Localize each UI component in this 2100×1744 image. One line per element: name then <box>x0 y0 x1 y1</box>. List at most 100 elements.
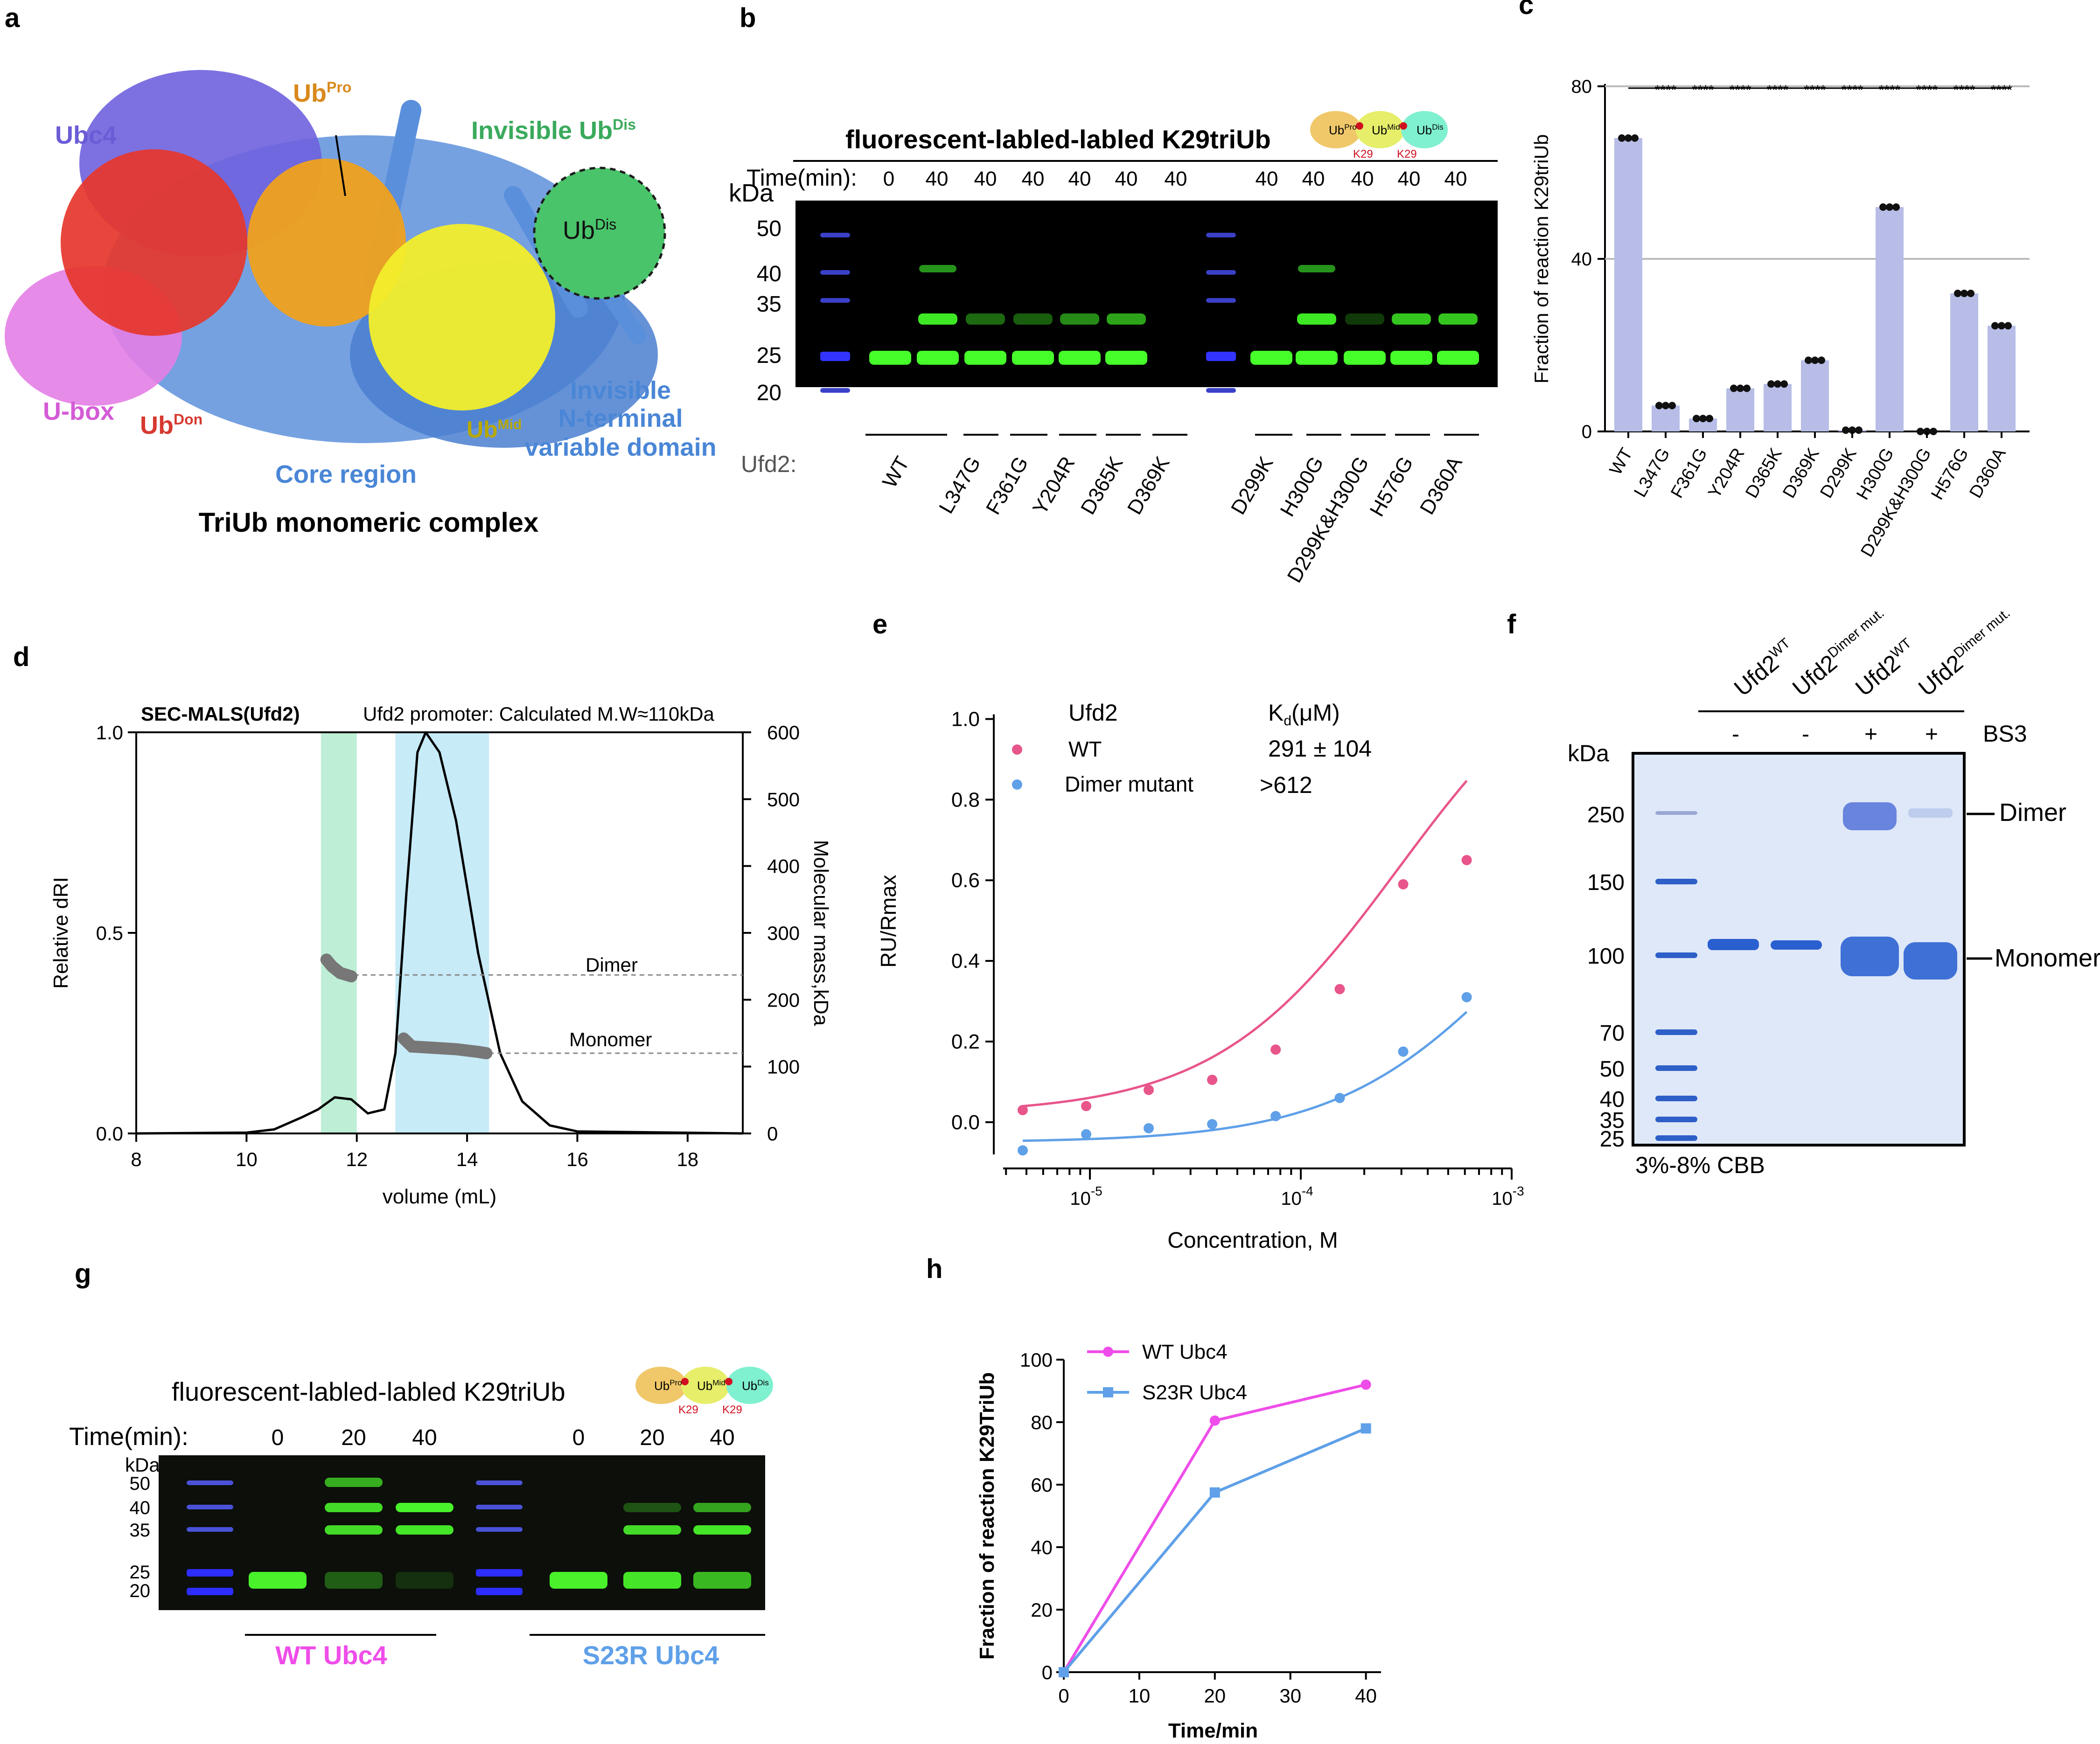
chart-e-legend-marker-0 <box>1012 744 1022 755</box>
icon-g-ubmid-sup: Mid <box>712 1378 725 1387</box>
gel-b-band-product <box>1297 313 1336 325</box>
chart-e-point-0 <box>1207 1075 1218 1085</box>
label-ubdon: UbDon <box>140 411 202 439</box>
chart-c-point <box>1774 380 1781 388</box>
chart-c-significance-5: **** <box>1804 83 1826 98</box>
gel-b-title: fluorescent-labled-labled K29triUb <box>845 125 1271 154</box>
chart-c-point <box>1954 290 1961 297</box>
gel-g-marker-25: 25 <box>130 1562 151 1583</box>
chart-h-x-tick-label: 30 <box>1279 1685 1301 1707</box>
gel-f-header-2: Ufd2WT <box>1850 635 1921 702</box>
gel-b-band-product <box>1345 313 1384 325</box>
chart-c-significance-6: **** <box>1842 83 1863 98</box>
chart-h-y-tick-label: 20 <box>1031 1599 1053 1621</box>
gel-g-ladder-band <box>187 1480 233 1485</box>
chart-e-x-tick-label-0: 10-5 <box>1070 1184 1102 1209</box>
panel-label-a: a <box>5 3 20 33</box>
gel-f-marker-150: 150 <box>1587 870 1625 895</box>
label-invisible-ubdis-sup: Dis <box>613 116 636 133</box>
chart-c-point <box>1706 415 1713 423</box>
gel-b-band-upper <box>919 265 956 272</box>
chart-e-x-tick-exp: -4 <box>1302 1184 1313 1198</box>
gel-b-ladder-band <box>820 352 850 361</box>
gel-g-band <box>623 1503 681 1512</box>
chart-d-dri-curve <box>136 731 743 1135</box>
chart-d-dimer-label: Dimer <box>586 954 638 976</box>
chart-h-x-tick-label: 40 <box>1355 1685 1377 1707</box>
chart-c-point <box>1855 426 1863 434</box>
panel-label-b: b <box>740 3 756 33</box>
chart-c-point <box>2004 322 2012 330</box>
gel-b-time-9: 40 <box>1351 167 1374 190</box>
gel-b-time-6: 40 <box>1165 167 1187 190</box>
chart-c-x-label-5: D369K <box>1779 445 1823 502</box>
gel-b-band-monomer <box>917 351 959 365</box>
icon-b-ubdis-sup: Dis <box>1432 123 1444 132</box>
gel-b-band-monomer <box>964 351 1006 365</box>
chart-c-point <box>1998 322 2005 330</box>
gel-b-ladder-band <box>820 298 850 303</box>
gel-g-time-5: 40 <box>710 1425 734 1450</box>
label-invisible-line3: variable domain <box>524 433 716 461</box>
chart-e-y-tick-label: 1.0 <box>951 708 980 730</box>
gel-f-dimer-label: Dimer <box>1999 799 2066 827</box>
sec-mals-chart-d: 8 10 12 14 16 18 0.0 0.5 1.0 0 100 200 300 400 500 600 v… <box>49 722 832 1208</box>
gel-f-ladder-band <box>1655 1117 1697 1122</box>
gel-g-time-values: 0 20 40 0 20 40 <box>272 1425 735 1450</box>
chart-d-y2-tick-label: 500 <box>767 788 800 810</box>
chart-d-subtitle: Ufd2 promoter: Calculated M.W≈110kDa <box>363 703 715 725</box>
chart-h-y-tick-label: 40 <box>1031 1536 1053 1558</box>
gel-b-band-monomer <box>1250 351 1292 365</box>
label-ubmid: UbMid <box>467 417 522 443</box>
gel-b-time-3: 40 <box>1022 167 1045 190</box>
chart-e-y-tick-label: 0.4 <box>951 950 980 973</box>
gel-b-lane-5: D369K <box>1123 453 1174 519</box>
gel-g-band <box>325 1525 383 1535</box>
gel-b-ladder-band <box>1206 352 1236 361</box>
chart-c-point <box>1631 134 1639 142</box>
panel-e: e 0.00.20.40.60.81.010-5 10-4 10-3Concentr… <box>872 609 1524 1253</box>
chart-e-point-1 <box>1334 1092 1345 1103</box>
chart-c-x-label-2: F361G <box>1667 445 1711 502</box>
chart-e-point-0 <box>1334 984 1345 994</box>
gel-f-sign-3: + <box>1925 722 1938 747</box>
chart-e-point-1 <box>1398 1046 1409 1057</box>
chart-e-y-tick-label: 0.0 <box>951 1111 980 1134</box>
chart-c-point <box>1655 402 1663 410</box>
chart-c-point <box>1818 356 1825 364</box>
gel-b-marker-20: 20 <box>757 381 781 405</box>
gel-f-header-sup: Dimer mut. <box>1951 605 2013 661</box>
gel-g-band <box>396 1572 453 1589</box>
chart-c-point <box>1991 322 1999 330</box>
chart-e-point-1 <box>1461 992 1472 1002</box>
gel-b-ladder-band <box>820 233 850 237</box>
chart-e-point-0 <box>1144 1084 1154 1095</box>
gel-b-time-11: 40 <box>1444 167 1467 190</box>
chart-d-y2-tick-label: 600 <box>767 722 800 743</box>
icon-b-ubdis-base: Ub <box>1416 123 1432 137</box>
scatter-chart-e: 0.00.20.40.60.81.010-5 10-4 10-3Concentrat… <box>876 708 1524 1253</box>
gel-b-ladder-band <box>1206 388 1236 393</box>
chart-e-point-1 <box>1017 1145 1028 1156</box>
chart-e-point-1 <box>1270 1111 1281 1121</box>
gel-f-marker-250: 250 <box>1587 803 1625 827</box>
chart-h-y-tick-label: 60 <box>1031 1474 1053 1496</box>
gel-g-band <box>325 1503 383 1512</box>
gel-b-marker-labels: 50 40 35 25 20 <box>757 216 781 405</box>
chart-c-point <box>1849 426 1856 434</box>
chart-e-point-1 <box>1081 1129 1092 1140</box>
chart-c-point <box>1780 380 1788 388</box>
gel-f-sign-1: - <box>1802 722 1809 747</box>
chart-c-point <box>1917 428 1924 435</box>
gel-b-band-product <box>966 313 1005 325</box>
gel-f-ladder-band <box>1655 1135 1697 1141</box>
gel-g-ladder-band <box>476 1480 523 1485</box>
gel-b-time-10: 40 <box>1398 167 1421 190</box>
gel-g-ladder-band <box>476 1505 523 1509</box>
chart-e-x-tick-base: 10 <box>1070 1188 1091 1209</box>
gel-f-marker-25: 25 <box>1600 1127 1625 1152</box>
gel-f-band-monomer-mut-bs3 <box>1904 942 1957 980</box>
